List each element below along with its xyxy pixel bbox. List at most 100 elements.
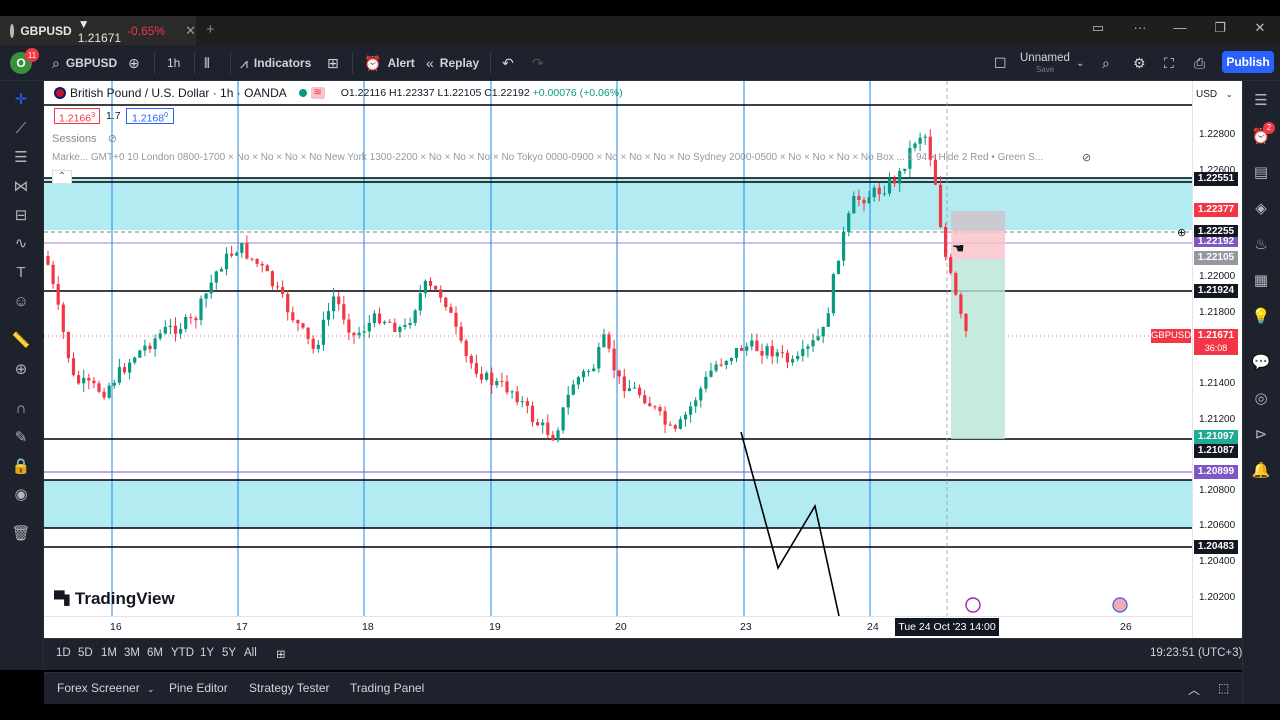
range-3m[interactable]: 3M [124, 647, 140, 659]
trash-icon[interactable]: 🗑 [11, 525, 31, 542]
goto-date-icon[interactable]: ⊞ [276, 649, 286, 661]
magnet-icon[interactable]: ∩ [15, 400, 27, 417]
redo-button[interactable]: ↷ [532, 45, 544, 81]
range-1d[interactable]: 1D [56, 647, 71, 659]
new-tab-button[interactable]: + [206, 21, 215, 38]
candle-body [117, 367, 121, 383]
candle-body [230, 253, 234, 256]
candle-body [71, 358, 76, 376]
price-chart[interactable]: ⚙ ☚ [44, 81, 1242, 638]
candle-body [785, 352, 790, 363]
add-plus-icon[interactable]: ⊕ [1177, 227, 1187, 239]
candle-body [842, 231, 846, 261]
quick-search-icon: ⌕ [1102, 54, 1110, 71]
crosshair-icon[interactable]: ✛ [14, 91, 28, 108]
candle-body [510, 391, 514, 393]
fullscreen-button[interactable]: ⛶ [1164, 45, 1174, 81]
watchlist-icon[interactable]: ☰ [1254, 92, 1268, 109]
lock-icon[interactable]: 🔒 [11, 458, 31, 475]
streams-icon[interactable]: ◎ [1254, 390, 1268, 407]
browser-tab[interactable]: GBPUSD ▼ 1.21671 -0.65% ✕ [0, 16, 196, 45]
settings-button[interactable]: ⚙ [1133, 45, 1146, 81]
candle-body [882, 193, 886, 195]
collapse-panel-icon[interactable]: ︿ [1188, 683, 1201, 697]
range-ytd[interactable]: YTD [171, 647, 194, 659]
layers-icon[interactable]: ◈ [1255, 200, 1267, 217]
chart-type-button[interactable]: ⫴ [204, 45, 210, 81]
fib-icon[interactable]: ☰ [14, 149, 28, 166]
range-1y[interactable]: 1Y [200, 647, 215, 659]
brush-icon[interactable]: ∿ [14, 235, 28, 252]
chat-icon[interactable]: 💬 [1251, 354, 1271, 371]
text-icon[interactable]: T [16, 264, 26, 281]
more-icon[interactable]: ··· [1133, 20, 1147, 35]
replay-button[interactable]: « Replay [426, 45, 479, 81]
hide-eye-icon[interactable]: ⊘ [1082, 152, 1092, 164]
undo-button[interactable]: ↶ [502, 45, 514, 81]
clock[interactable]: 19:23:51 (UTC+3) [1150, 647, 1243, 659]
candle-body [944, 227, 948, 257]
layout-save-label: Save [1036, 65, 1055, 74]
tab-pine-editor[interactable]: Pine Editor [169, 681, 228, 695]
eye-icon[interactable]: ◉ [14, 486, 28, 503]
hotlist-icon[interactable]: ♨ [1254, 236, 1268, 253]
alert-button[interactable]: ⏰ Alert [364, 45, 415, 81]
layout-button[interactable]: ☐ [994, 45, 1007, 81]
tab-trading-panel[interactable]: Trading Panel [350, 681, 425, 695]
candle-body [194, 318, 198, 321]
ideas-icon[interactable]: 💡 [1251, 308, 1271, 325]
stay-drawing-icon[interactable]: ✎ [14, 429, 28, 446]
zoom-icon[interactable]: ⊕ [14, 361, 28, 378]
notifications-icon[interactable]: 🔔 [1251, 462, 1271, 479]
candle-body [530, 405, 535, 423]
range-5d[interactable]: 5D [78, 647, 93, 659]
sessions-indicator[interactable]: Sessions ⊘ [52, 132, 117, 145]
indicators-button[interactable]: ⩘ Indicators [240, 45, 311, 81]
symbol-search-button[interactable]: ⌕ GBPUSD [52, 45, 117, 81]
candle-body [204, 293, 208, 299]
currency-selector[interactable]: USD ⌄ [1196, 87, 1238, 103]
interval-button[interactable]: 1h [167, 45, 180, 81]
candle-body [602, 334, 606, 347]
close-window-icon[interactable]: ✕ [1254, 20, 1266, 35]
chart-legend[interactable]: British Pound / U.S. Dollar · 1h · OANDA… [54, 86, 623, 100]
range-all[interactable]: All [244, 647, 257, 659]
ruler-icon[interactable]: 📏 [11, 332, 31, 349]
range-6m[interactable]: 6M [147, 647, 163, 659]
candle-body [801, 348, 805, 356]
symbol-title: British Pound / U.S. Dollar · 1h · OANDA [70, 86, 287, 100]
buy-button[interactable]: 1.21680 [126, 108, 174, 125]
tab-forex-screener[interactable]: Forex Screener ⌄ [57, 681, 155, 695]
maximize-icon[interactable]: ❐ [1214, 20, 1226, 35]
layout-dropdown[interactable]: ⌄ [1076, 45, 1084, 81]
replay-stream-icon[interactable]: ⊳ [1254, 426, 1268, 443]
data-window-icon[interactable]: ▤ [1253, 164, 1269, 181]
candle-body [235, 252, 239, 256]
compare-button[interactable]: ⊕ [128, 45, 140, 81]
layout-name[interactable]: Unnamed Save [1020, 52, 1070, 76]
pattern-icon[interactable]: ⋈ [13, 178, 29, 195]
forecast-icon[interactable]: ⊟ [14, 207, 28, 224]
range-5y[interactable]: 5Y [222, 647, 237, 659]
snapshot-button[interactable]: ⎙ [1194, 45, 1205, 81]
candle-body [663, 411, 667, 425]
range-1m[interactable]: 1M [101, 647, 117, 659]
candle-body [683, 414, 688, 420]
screen-icon[interactable]: ▭ [1091, 20, 1105, 35]
sell-button[interactable]: 1.21663 [54, 108, 100, 125]
trend-line-icon[interactable]: ⟋ [15, 120, 27, 137]
templates-button[interactable]: ⊞ [327, 45, 339, 81]
candle-body [913, 143, 917, 148]
collapse-legend-icon[interactable]: ⌃ [52, 170, 72, 184]
close-tab-icon[interactable]: ✕ [185, 22, 196, 38]
emoji-icon[interactable]: ☺ [13, 293, 29, 310]
chart-pane[interactable]: ⚙ ☚ [44, 81, 1242, 638]
tab-strategy-tester[interactable]: Strategy Tester [249, 681, 330, 695]
maximize-panel-icon[interactable]: ⬚ [1218, 681, 1230, 695]
minimize-icon[interactable]: — [1173, 20, 1187, 35]
calendar-icon[interactable]: ▦ [1253, 272, 1269, 289]
publish-button[interactable]: Publish [1222, 51, 1274, 73]
candle-body [867, 197, 871, 204]
eye-hidden-icon[interactable]: ⊘ [107, 133, 117, 145]
quick-search-button[interactable]: ⌕ [1102, 45, 1110, 81]
